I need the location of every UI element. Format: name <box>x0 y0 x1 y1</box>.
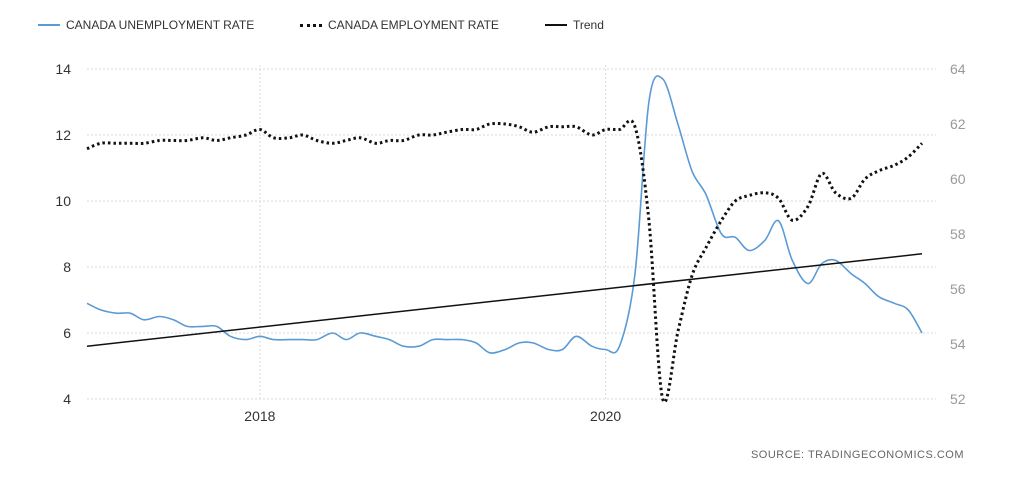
employment-rate-line <box>86 119 924 404</box>
x-tick-label: 2020 <box>590 408 621 424</box>
legend-swatch-employment <box>300 23 322 27</box>
legend-label-unemployment: CANADA UNEMPLOYMENT RATE <box>66 18 255 32</box>
chart-grid <box>87 65 936 400</box>
right-tick-label: 54 <box>950 336 966 352</box>
trend-line <box>86 253 923 347</box>
right-tick-label: 60 <box>950 171 966 187</box>
left-tick-label: 14 <box>55 61 71 77</box>
x-axis-ticks: 2018 2020 <box>244 408 621 424</box>
legend-item-trend: Trend <box>545 18 604 32</box>
right-tick-label: 56 <box>950 281 966 297</box>
legend-swatch-unemployment <box>38 24 60 26</box>
left-tick-label: 6 <box>63 325 71 341</box>
left-axis-ticks: 4 6 8 10 12 14 <box>55 61 71 407</box>
source-credit: SOURCE: TRADINGECONOMICS.COM <box>750 449 964 461</box>
left-tick-label: 10 <box>55 193 71 209</box>
left-tick-label: 12 <box>55 127 71 143</box>
legend-swatch-trend <box>545 24 567 26</box>
x-tick-label: 2018 <box>244 408 275 424</box>
legend-label-employment: CANADA EMPLOYMENT RATE <box>328 18 499 32</box>
right-tick-label: 52 <box>950 391 966 407</box>
left-tick-label: 4 <box>63 391 71 407</box>
legend-label-trend: Trend <box>573 18 604 32</box>
right-tick-label: 58 <box>950 226 966 242</box>
right-axis-ticks: 52 54 56 58 60 62 64 <box>950 61 966 407</box>
legend-item-unemployment: CANADA UNEMPLOYMENT RATE <box>38 18 254 32</box>
left-tick-label: 8 <box>63 259 71 275</box>
right-tick-label: 64 <box>950 61 966 77</box>
legend-item-employment: CANADA EMPLOYMENT RATE <box>300 18 499 32</box>
unemployment-rate-line <box>86 75 923 354</box>
chart-series <box>86 75 924 404</box>
right-tick-label: 62 <box>950 116 966 132</box>
